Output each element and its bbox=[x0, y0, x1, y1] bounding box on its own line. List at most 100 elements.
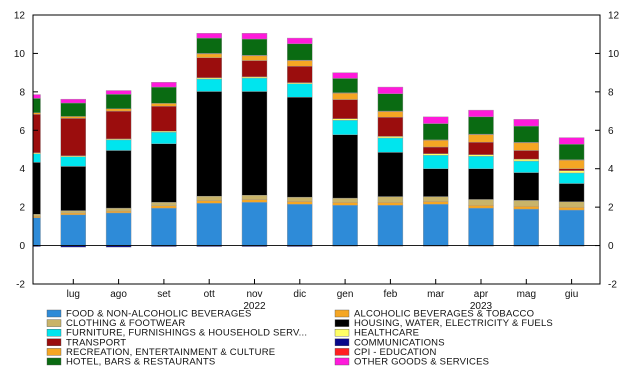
legend-label-transport: TRANSPORT bbox=[66, 337, 126, 348]
y-tick-label-right: 10 bbox=[608, 49, 620, 60]
legend-swatch-alcoholic-beverages-tobacco bbox=[334, 309, 350, 318]
bar-segment-other-goods-services-0 bbox=[33, 94, 41, 99]
legend-label-hotel-bars-restaurants: HOTEL, BARS & RESTAURANTS bbox=[66, 357, 215, 368]
bar-segment-clothing-footwear-1 bbox=[60, 210, 86, 214]
bar-segment-healthcare-10 bbox=[468, 154, 494, 157]
bar-segment-alcoholic-beverages-tobacco-4 bbox=[196, 200, 222, 204]
bar-segment-food-non-alcoholic-beverages-5 bbox=[241, 202, 268, 246]
bar-segment-furniture-furnishings-household-serv-11 bbox=[513, 160, 539, 173]
bar-segment-other-goods-services-4 bbox=[196, 33, 222, 39]
bar-segment-food-non-alcoholic-beverages-2 bbox=[105, 212, 132, 246]
year-label: 2022 bbox=[243, 301, 266, 312]
bar-segment-housing-water-electricity-fuels-4 bbox=[196, 91, 222, 197]
bar-segment-furniture-furnishings-household-serv-12 bbox=[558, 172, 585, 184]
bar-segment-hotel-bars-restaurants-0 bbox=[33, 98, 41, 114]
bar-segment-clothing-footwear-8 bbox=[377, 196, 404, 203]
bar-segment-clothing-footwear-4 bbox=[196, 195, 222, 201]
legend-label-alcoholic-beverages-tobacco: ALCOHOLIC BEVERAGES & TOBACCO bbox=[354, 309, 534, 320]
bar-segment-other-goods-services-12 bbox=[558, 137, 585, 145]
bar-segment-transport-6 bbox=[287, 66, 313, 83]
bar-segment-housing-water-electricity-fuels-2 bbox=[105, 150, 132, 209]
bar-segment-hotel-bars-restaurants-3 bbox=[151, 86, 177, 104]
legend-label-food-non-alcoholic-beverages: FOOD & NON-ALCOHOLIC BEVERAGES bbox=[66, 309, 251, 320]
y-tick-label-left: 10 bbox=[14, 49, 26, 60]
bar-segment-recreation-entertainment-culture-7 bbox=[332, 93, 358, 100]
bar-segment-clothing-footwear-7 bbox=[332, 197, 358, 203]
bar-segment-housing-water-electricity-fuels-12 bbox=[558, 183, 585, 202]
x-tick-label: apr bbox=[474, 289, 489, 300]
bar-segment-other-goods-services-1 bbox=[60, 98, 86, 104]
bar-segment-hotel-bars-restaurants-2 bbox=[105, 94, 132, 109]
bar-segment-recreation-entertainment-culture-9 bbox=[423, 140, 449, 148]
bar-segment-recreation-entertainment-culture-4 bbox=[196, 53, 222, 58]
bar-segment-other-goods-services-10 bbox=[468, 109, 494, 118]
legend-swatch-healthcare bbox=[334, 329, 350, 337]
y-tick-label-left: 12 bbox=[14, 11, 26, 22]
y-tick-label-left: 8 bbox=[19, 87, 25, 98]
bar-segment-alcoholic-beverages-tobacco-12 bbox=[558, 206, 585, 211]
x-tick-label: giu bbox=[565, 289, 578, 300]
x-tick-label: nov bbox=[246, 289, 262, 300]
legend-label-healthcare: HEALTHCARE bbox=[354, 328, 419, 339]
bar-segment-hotel-bars-restaurants-4 bbox=[196, 37, 222, 54]
x-tick-label: set bbox=[157, 289, 171, 300]
bar-segment-housing-water-electricity-fuels-8 bbox=[377, 152, 404, 197]
x-tick-label: gen bbox=[337, 289, 354, 300]
bar-segment-housing-water-electricity-fuels-3 bbox=[151, 143, 177, 203]
bar-segment-recreation-entertainment-culture-1 bbox=[60, 116, 86, 119]
bar-segment-food-non-alcoholic-beverages-8 bbox=[377, 205, 404, 246]
bar-segment-hotel-bars-restaurants-5 bbox=[241, 38, 268, 56]
legend-swatch-hotel-bars-restaurants bbox=[46, 357, 62, 366]
bar-segment-food-non-alcoholic-beverages-11 bbox=[513, 208, 539, 246]
bar-segment-housing-water-electricity-fuels-6 bbox=[287, 97, 313, 198]
legend-swatch-furniture-furnishings-household-serv bbox=[46, 329, 62, 337]
bar-segment-food-non-alcoholic-beverages-3 bbox=[151, 207, 177, 246]
bar-segment-hotel-bars-restaurants-10 bbox=[468, 116, 494, 135]
bar-segment-alcoholic-beverages-tobacco-10 bbox=[468, 205, 494, 209]
bar-segment-hotel-bars-restaurants-11 bbox=[513, 125, 539, 143]
bar-segment-clothing-footwear-2 bbox=[105, 207, 132, 212]
y-tick-label-left: 2 bbox=[19, 203, 25, 214]
legend-label-furniture-furnishings-household-serv: FURNITURE, FURNISHINGS & HOUSEHOLD SERV.… bbox=[66, 328, 307, 339]
bar-segment-transport-0 bbox=[33, 114, 41, 153]
bar-segment-furniture-furnishings-household-serv-6 bbox=[287, 83, 313, 98]
bar-segment-other-goods-services-2 bbox=[105, 90, 132, 95]
bar-segment-food-non-alcoholic-beverages-4 bbox=[196, 203, 222, 246]
legend-layer: FOOD & NON-ALCOHOLIC BEVERAGES ALCOHOLIC … bbox=[46, 309, 553, 368]
legend-swatch-transport bbox=[46, 338, 62, 346]
bar-segment-housing-water-electricity-fuels-7 bbox=[332, 134, 358, 199]
x-tick-label: lug bbox=[67, 289, 80, 300]
bar-segment-furniture-furnishings-household-serv-7 bbox=[332, 120, 358, 135]
bar-segment-clothing-footwear-5 bbox=[241, 195, 268, 200]
bar-segment-hotel-bars-restaurants-7 bbox=[332, 78, 358, 94]
bar-segment-transport-11 bbox=[513, 150, 539, 160]
bar-segment-alcoholic-beverages-tobacco-3 bbox=[151, 205, 177, 209]
x-tick-label: mag bbox=[517, 289, 536, 300]
y-tick-label-left: 0 bbox=[19, 241, 25, 252]
bar-segment-hotel-bars-restaurants-12 bbox=[558, 144, 585, 160]
y-tick-label-right: 2 bbox=[608, 203, 614, 214]
x-tick-label: dic bbox=[293, 289, 306, 300]
bar-segment-hotel-bars-restaurants-9 bbox=[423, 123, 449, 141]
bar-segment-alcoholic-beverages-tobacco-9 bbox=[423, 201, 449, 205]
legend-label-clothing-footwear: CLOTHING & FOOTWEAR bbox=[66, 318, 185, 329]
bar-segment-furniture-furnishings-household-serv-9 bbox=[423, 155, 449, 169]
bar-segment-clothing-footwear-3 bbox=[151, 202, 177, 206]
bar-segment-recreation-entertainment-culture-8 bbox=[377, 111, 404, 118]
bar-segment-healthcare-0 bbox=[33, 152, 41, 154]
bar-segment-food-non-alcoholic-beverages-0 bbox=[33, 217, 41, 246]
bar-segment-housing-water-electricity-fuels-11 bbox=[513, 172, 539, 201]
bar-segment-furniture-furnishings-household-serv-8 bbox=[377, 137, 404, 153]
y-tick-label-right: 6 bbox=[608, 126, 614, 137]
bar-segment-alcoholic-beverages-tobacco-0 bbox=[33, 215, 41, 218]
year-label: 2023 bbox=[470, 301, 493, 312]
legend-swatch-housing-water-electricity-fuels bbox=[334, 319, 350, 327]
bar-segment-housing-water-electricity-fuels-1 bbox=[60, 166, 86, 211]
legend-swatch-other-goods-services bbox=[334, 357, 350, 366]
bar-segment-healthcare-8 bbox=[377, 136, 404, 139]
y-tick-label-left: 6 bbox=[19, 126, 25, 137]
bar-segment-recreation-entertainment-culture-5 bbox=[241, 55, 268, 61]
bar-segment-healthcare-9 bbox=[423, 153, 449, 156]
bar-segment-transport-12 bbox=[558, 168, 585, 171]
